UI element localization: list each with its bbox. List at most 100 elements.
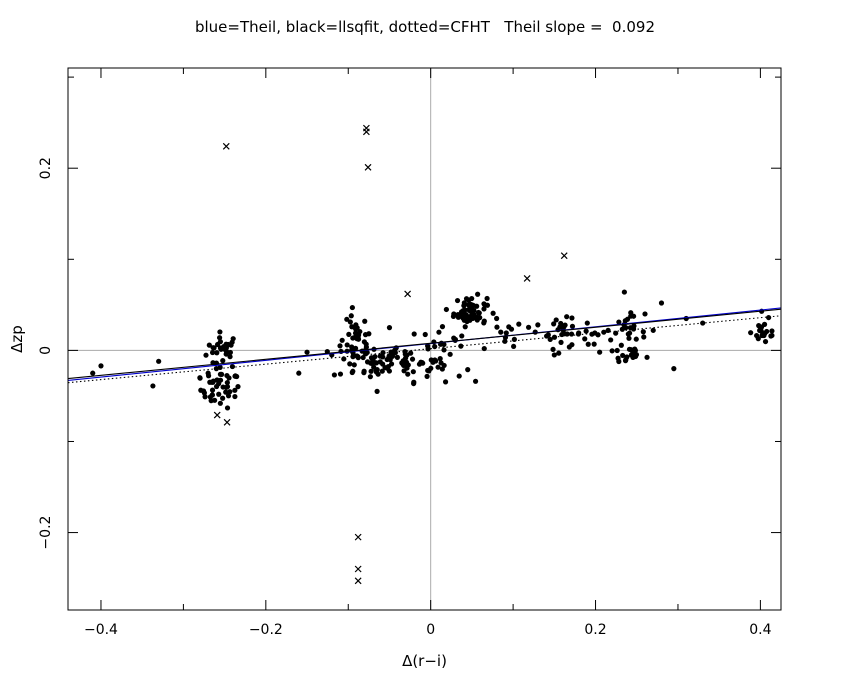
data-point bbox=[224, 384, 231, 390]
data-point bbox=[511, 343, 517, 350]
data-point bbox=[564, 314, 570, 320]
data-point bbox=[411, 380, 417, 387]
data-point bbox=[428, 365, 434, 371]
data-point bbox=[547, 336, 553, 343]
data-point bbox=[447, 351, 453, 357]
data-point bbox=[220, 395, 226, 401]
outlier-stroke bbox=[523, 274, 531, 282]
chart-title: blue=Theil, black=llsqfit, dotted=CFHT T… bbox=[194, 18, 656, 36]
data-point bbox=[232, 393, 238, 400]
data-point bbox=[461, 300, 467, 306]
data-point bbox=[214, 350, 220, 356]
data-point bbox=[90, 370, 96, 376]
data-point bbox=[459, 333, 465, 339]
outlier-stroke bbox=[560, 252, 568, 260]
data-point bbox=[389, 353, 396, 359]
data-point bbox=[671, 366, 677, 372]
tick-labels: −0.4 −0.2 0 0.2 0.4 −0.2 0 0.2 bbox=[38, 157, 772, 638]
data-point bbox=[502, 338, 508, 344]
data-point bbox=[225, 393, 232, 399]
y-tick-label: −0.2 bbox=[38, 516, 54, 550]
data-point bbox=[362, 318, 368, 324]
data-point bbox=[217, 329, 223, 335]
data-point bbox=[442, 379, 449, 385]
data-point bbox=[352, 330, 359, 336]
data-point bbox=[205, 370, 211, 376]
x-tick-label: 0.4 bbox=[749, 622, 771, 638]
data-point bbox=[462, 324, 468, 330]
y-axis-label: Δzp bbox=[8, 325, 26, 353]
data-point bbox=[409, 356, 416, 362]
data-point bbox=[232, 373, 238, 379]
data-point bbox=[466, 297, 472, 303]
data-point bbox=[202, 394, 208, 400]
data-point bbox=[553, 317, 559, 323]
data-point bbox=[544, 333, 550, 339]
data-point bbox=[621, 289, 627, 295]
outlier-marker bbox=[362, 128, 370, 136]
data-point bbox=[456, 373, 462, 379]
data-point bbox=[535, 322, 541, 328]
data-point bbox=[424, 373, 430, 379]
data-point bbox=[628, 313, 634, 319]
data-point bbox=[455, 312, 461, 318]
outlier-stroke bbox=[404, 290, 412, 298]
data-point bbox=[367, 374, 373, 380]
data-point bbox=[339, 337, 345, 343]
data-point bbox=[558, 339, 564, 345]
data-point bbox=[454, 297, 461, 304]
data-point bbox=[640, 329, 646, 335]
data-point bbox=[569, 342, 575, 348]
data-point bbox=[210, 379, 216, 385]
data-point bbox=[354, 325, 360, 331]
data-point bbox=[433, 358, 439, 364]
data-point bbox=[474, 317, 480, 323]
y-tick-label: 0 bbox=[38, 346, 54, 355]
data-point bbox=[769, 328, 775, 334]
data-point bbox=[209, 392, 215, 398]
data-point bbox=[386, 368, 392, 374]
data-point bbox=[435, 364, 441, 370]
data-point bbox=[200, 388, 207, 394]
data-point bbox=[373, 360, 379, 366]
x-axis-label: Δ(r−i) bbox=[402, 652, 447, 670]
data-point bbox=[220, 384, 226, 390]
data-point bbox=[642, 311, 648, 317]
data-point bbox=[361, 339, 367, 345]
data-point bbox=[346, 331, 352, 337]
data-point bbox=[757, 327, 763, 334]
data-point bbox=[405, 362, 411, 368]
data-point bbox=[228, 342, 234, 348]
data-point bbox=[564, 331, 570, 337]
data-point bbox=[432, 343, 438, 350]
data-point bbox=[347, 361, 353, 367]
data-point bbox=[616, 319, 622, 325]
data-point bbox=[351, 362, 357, 368]
data-point bbox=[625, 331, 631, 337]
outlier-marker bbox=[213, 411, 221, 419]
data-point bbox=[469, 306, 475, 312]
reference-lines bbox=[68, 68, 781, 610]
data-point bbox=[219, 371, 225, 378]
data-point bbox=[374, 388, 380, 394]
axis-ticks bbox=[68, 68, 781, 610]
data-point bbox=[213, 383, 220, 390]
fit-line-llsqfit bbox=[67, 308, 782, 380]
data-point bbox=[206, 342, 212, 348]
data-point bbox=[475, 309, 482, 316]
data-point bbox=[436, 329, 442, 335]
data-point bbox=[556, 350, 562, 356]
data-point bbox=[441, 347, 447, 353]
outlier-marker bbox=[223, 418, 231, 426]
data-point bbox=[516, 321, 522, 327]
data-point bbox=[626, 335, 632, 341]
data-point bbox=[418, 359, 424, 365]
data-point bbox=[748, 330, 754, 336]
data-point bbox=[614, 347, 620, 354]
data-point bbox=[223, 389, 229, 395]
data-point bbox=[439, 324, 446, 330]
data-point bbox=[469, 311, 475, 317]
data-point bbox=[759, 332, 765, 339]
data-point bbox=[349, 324, 355, 330]
data-point bbox=[481, 318, 487, 324]
